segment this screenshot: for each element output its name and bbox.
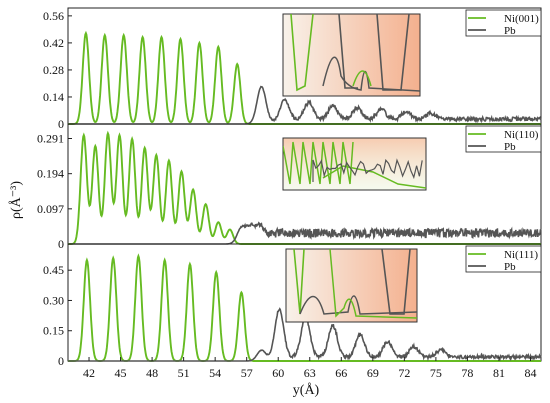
legend-entry: Ni(110) — [504, 129, 539, 141]
y-axis-label: ρ(Å⁻³) — [8, 181, 24, 219]
y-tick-label: 0.291 — [37, 132, 64, 146]
y-tick-label: 0.56 — [43, 9, 64, 23]
y-tick-label: 0.097 — [37, 202, 64, 216]
inset-box — [285, 248, 418, 323]
series-line-ni111 — [68, 253, 541, 362]
y-tick-label: 0.30 — [43, 293, 64, 307]
legend-entry: Pb — [504, 261, 516, 273]
x-tick-label: 54 — [209, 366, 221, 380]
x-tick-label: 48 — [146, 366, 158, 380]
y-tick-label: 0.42 — [43, 36, 64, 50]
y-tick-label: 0 — [58, 237, 64, 251]
legend-entry: Ni(001) — [504, 13, 539, 25]
legend-box — [465, 125, 542, 153]
x-tick-label: 63 — [304, 366, 316, 380]
series-line-pb — [68, 221, 542, 245]
x-tick-label: 75 — [430, 366, 442, 380]
y-tick-label: 0.15 — [43, 324, 64, 338]
inset-box — [282, 13, 421, 97]
x-tick-label: 60 — [272, 366, 284, 380]
x-tick-label: 84 — [524, 366, 536, 380]
inset-curves — [290, 14, 420, 92]
legend-entry: Ni(111) — [504, 249, 538, 261]
inset-box — [282, 137, 427, 191]
x-tick-label: 42 — [83, 366, 95, 380]
legend-entry: Pb — [504, 141, 516, 153]
y-tick-label: 0.194 — [37, 167, 64, 181]
inset-curves — [293, 249, 417, 319]
x-tick-label: 69 — [367, 366, 379, 380]
y-tick-label: 0.28 — [43, 63, 64, 77]
legend-box — [465, 245, 542, 273]
x-tick-label: 45 — [115, 366, 127, 380]
x-tick-label: 66 — [335, 366, 347, 380]
panel-ni001: 0.56 0.42 0.28 0.14 0 Ni(001)Pb — [43, 7, 542, 131]
y-tick-label: 0.45 — [43, 263, 64, 277]
panel-ni110: 0.291 0.194 0.097 0 Ni(110)Pb — [37, 123, 542, 251]
x-tick-label: 78 — [461, 366, 473, 380]
x-tick-label: 81 — [493, 366, 505, 380]
y-tick-label: 0 — [58, 354, 64, 368]
y-tick-label: 0.14 — [43, 90, 64, 104]
x-tick-label: 51 — [178, 366, 190, 380]
x-tick-label: 57 — [241, 366, 253, 380]
y-tick-label: 0 — [58, 117, 64, 131]
panel-ni111: 0.45 0.30 0.15 0 Ni(111)Pb 42 45 48 51 54 57 60 63 66… — [43, 243, 542, 380]
legend-entry: Pb — [504, 25, 516, 37]
x-axis-label: y(Å) — [293, 382, 320, 398]
x-tick-label: 72 — [398, 366, 410, 380]
inset-curves — [283, 141, 426, 189]
legend-box — [465, 9, 542, 37]
